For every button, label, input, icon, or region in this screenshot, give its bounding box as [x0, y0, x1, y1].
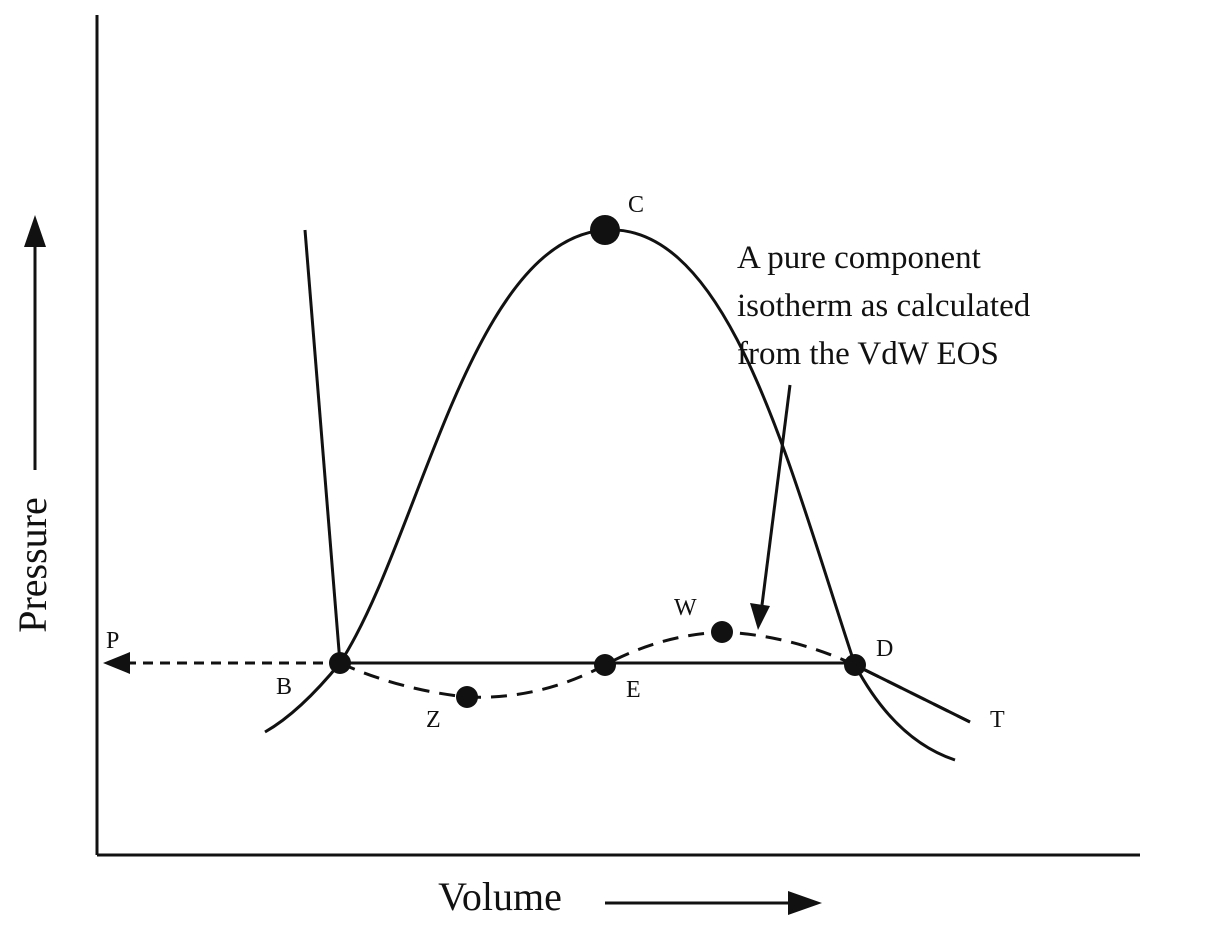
point: [329, 652, 351, 674]
point-label: Z: [426, 707, 441, 733]
arrowhead: [103, 652, 130, 674]
point: [594, 654, 616, 676]
arrowhead: [24, 215, 46, 247]
annotation: A pure component: [737, 240, 981, 276]
point-label: P: [106, 628, 119, 654]
point-label: T: [990, 707, 1005, 733]
point: [590, 215, 620, 245]
point-label: B: [276, 674, 292, 700]
y-axis-label: Pressure: [10, 497, 55, 633]
point-label: W: [674, 595, 697, 621]
point: [711, 621, 733, 643]
x-axis-label: Volume: [438, 874, 562, 919]
point: [844, 654, 866, 676]
arrowhead: [788, 891, 822, 915]
liquid-line: [303, 229, 342, 664]
annotation: isotherm as calculated: [737, 288, 1031, 324]
arrowhead: [750, 603, 770, 630]
point-label: C: [628, 192, 644, 218]
point: [456, 686, 478, 708]
annotation-arrow: [760, 384, 792, 606]
annotation: from the VdW EOS: [737, 336, 999, 372]
point-label: E: [626, 677, 641, 703]
point-label: D: [876, 636, 893, 662]
